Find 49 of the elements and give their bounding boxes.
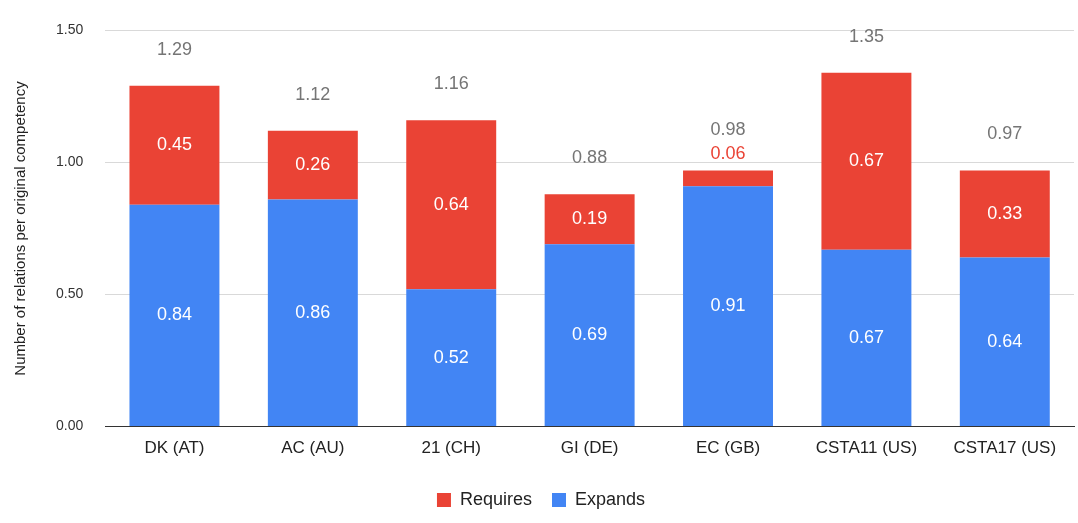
data-label: 0.64 (987, 330, 1023, 351)
data-label: 0.84 (156, 304, 192, 325)
data-label: 0.33 (987, 202, 1023, 223)
bar (683, 170, 773, 187)
bar (129, 204, 220, 427)
legend-label: Expands (574, 488, 646, 509)
data-label: 0.67 (848, 326, 884, 347)
bar (129, 85, 220, 205)
bar (267, 199, 358, 427)
data-label: 0.45 (156, 134, 192, 155)
data-label: 0.06 (710, 143, 746, 164)
bar (821, 249, 912, 427)
x-tick-label: CSTA11 (US) (815, 438, 918, 458)
bar (406, 120, 497, 290)
total-label: 1.12 (295, 83, 331, 104)
x-tick-label: AC (AU) (281, 438, 345, 458)
x-tick-label: GI (DE) (560, 438, 619, 458)
x-tick-label: DK (AT) (144, 438, 205, 458)
y-tick-label: 1.00 (56, 153, 84, 170)
data-label: 0.91 (710, 295, 746, 316)
y-tick-label: 0.00 (56, 417, 84, 434)
x-tick-label: EC (GB) (695, 438, 761, 458)
x-tick-label: 21 (CH) (421, 438, 481, 458)
bar (267, 130, 358, 200)
bar (406, 289, 497, 427)
data-label: 0.52 (433, 346, 469, 367)
x-tick-label: CSTA17 (US) (953, 438, 1057, 458)
total-label: 0.97 (987, 123, 1023, 144)
data-label: 0.64 (433, 193, 469, 214)
bar (544, 194, 635, 245)
y-tick-label: 1.50 (56, 21, 84, 38)
total-label: 1.16 (433, 73, 469, 94)
bar (821, 72, 912, 250)
bar (683, 186, 773, 427)
data-label: 0.26 (295, 154, 331, 175)
total-label: 0.88 (572, 147, 608, 168)
y-tick-label: 0.50 (56, 285, 84, 302)
bar (959, 257, 1050, 427)
data-label: 0.69 (572, 324, 608, 345)
bar (544, 244, 635, 427)
data-label: 0.67 (848, 150, 884, 171)
total-label: 1.29 (156, 38, 192, 59)
legend-label: Requires (459, 488, 532, 509)
total-label: 1.35 (848, 25, 884, 46)
data-label: 0.19 (572, 208, 608, 229)
y-axis-title: Number of relations per original competency (11, 80, 29, 376)
bar (959, 170, 1050, 258)
data-label: 0.86 (295, 301, 331, 322)
total-label: 0.98 (710, 119, 746, 140)
